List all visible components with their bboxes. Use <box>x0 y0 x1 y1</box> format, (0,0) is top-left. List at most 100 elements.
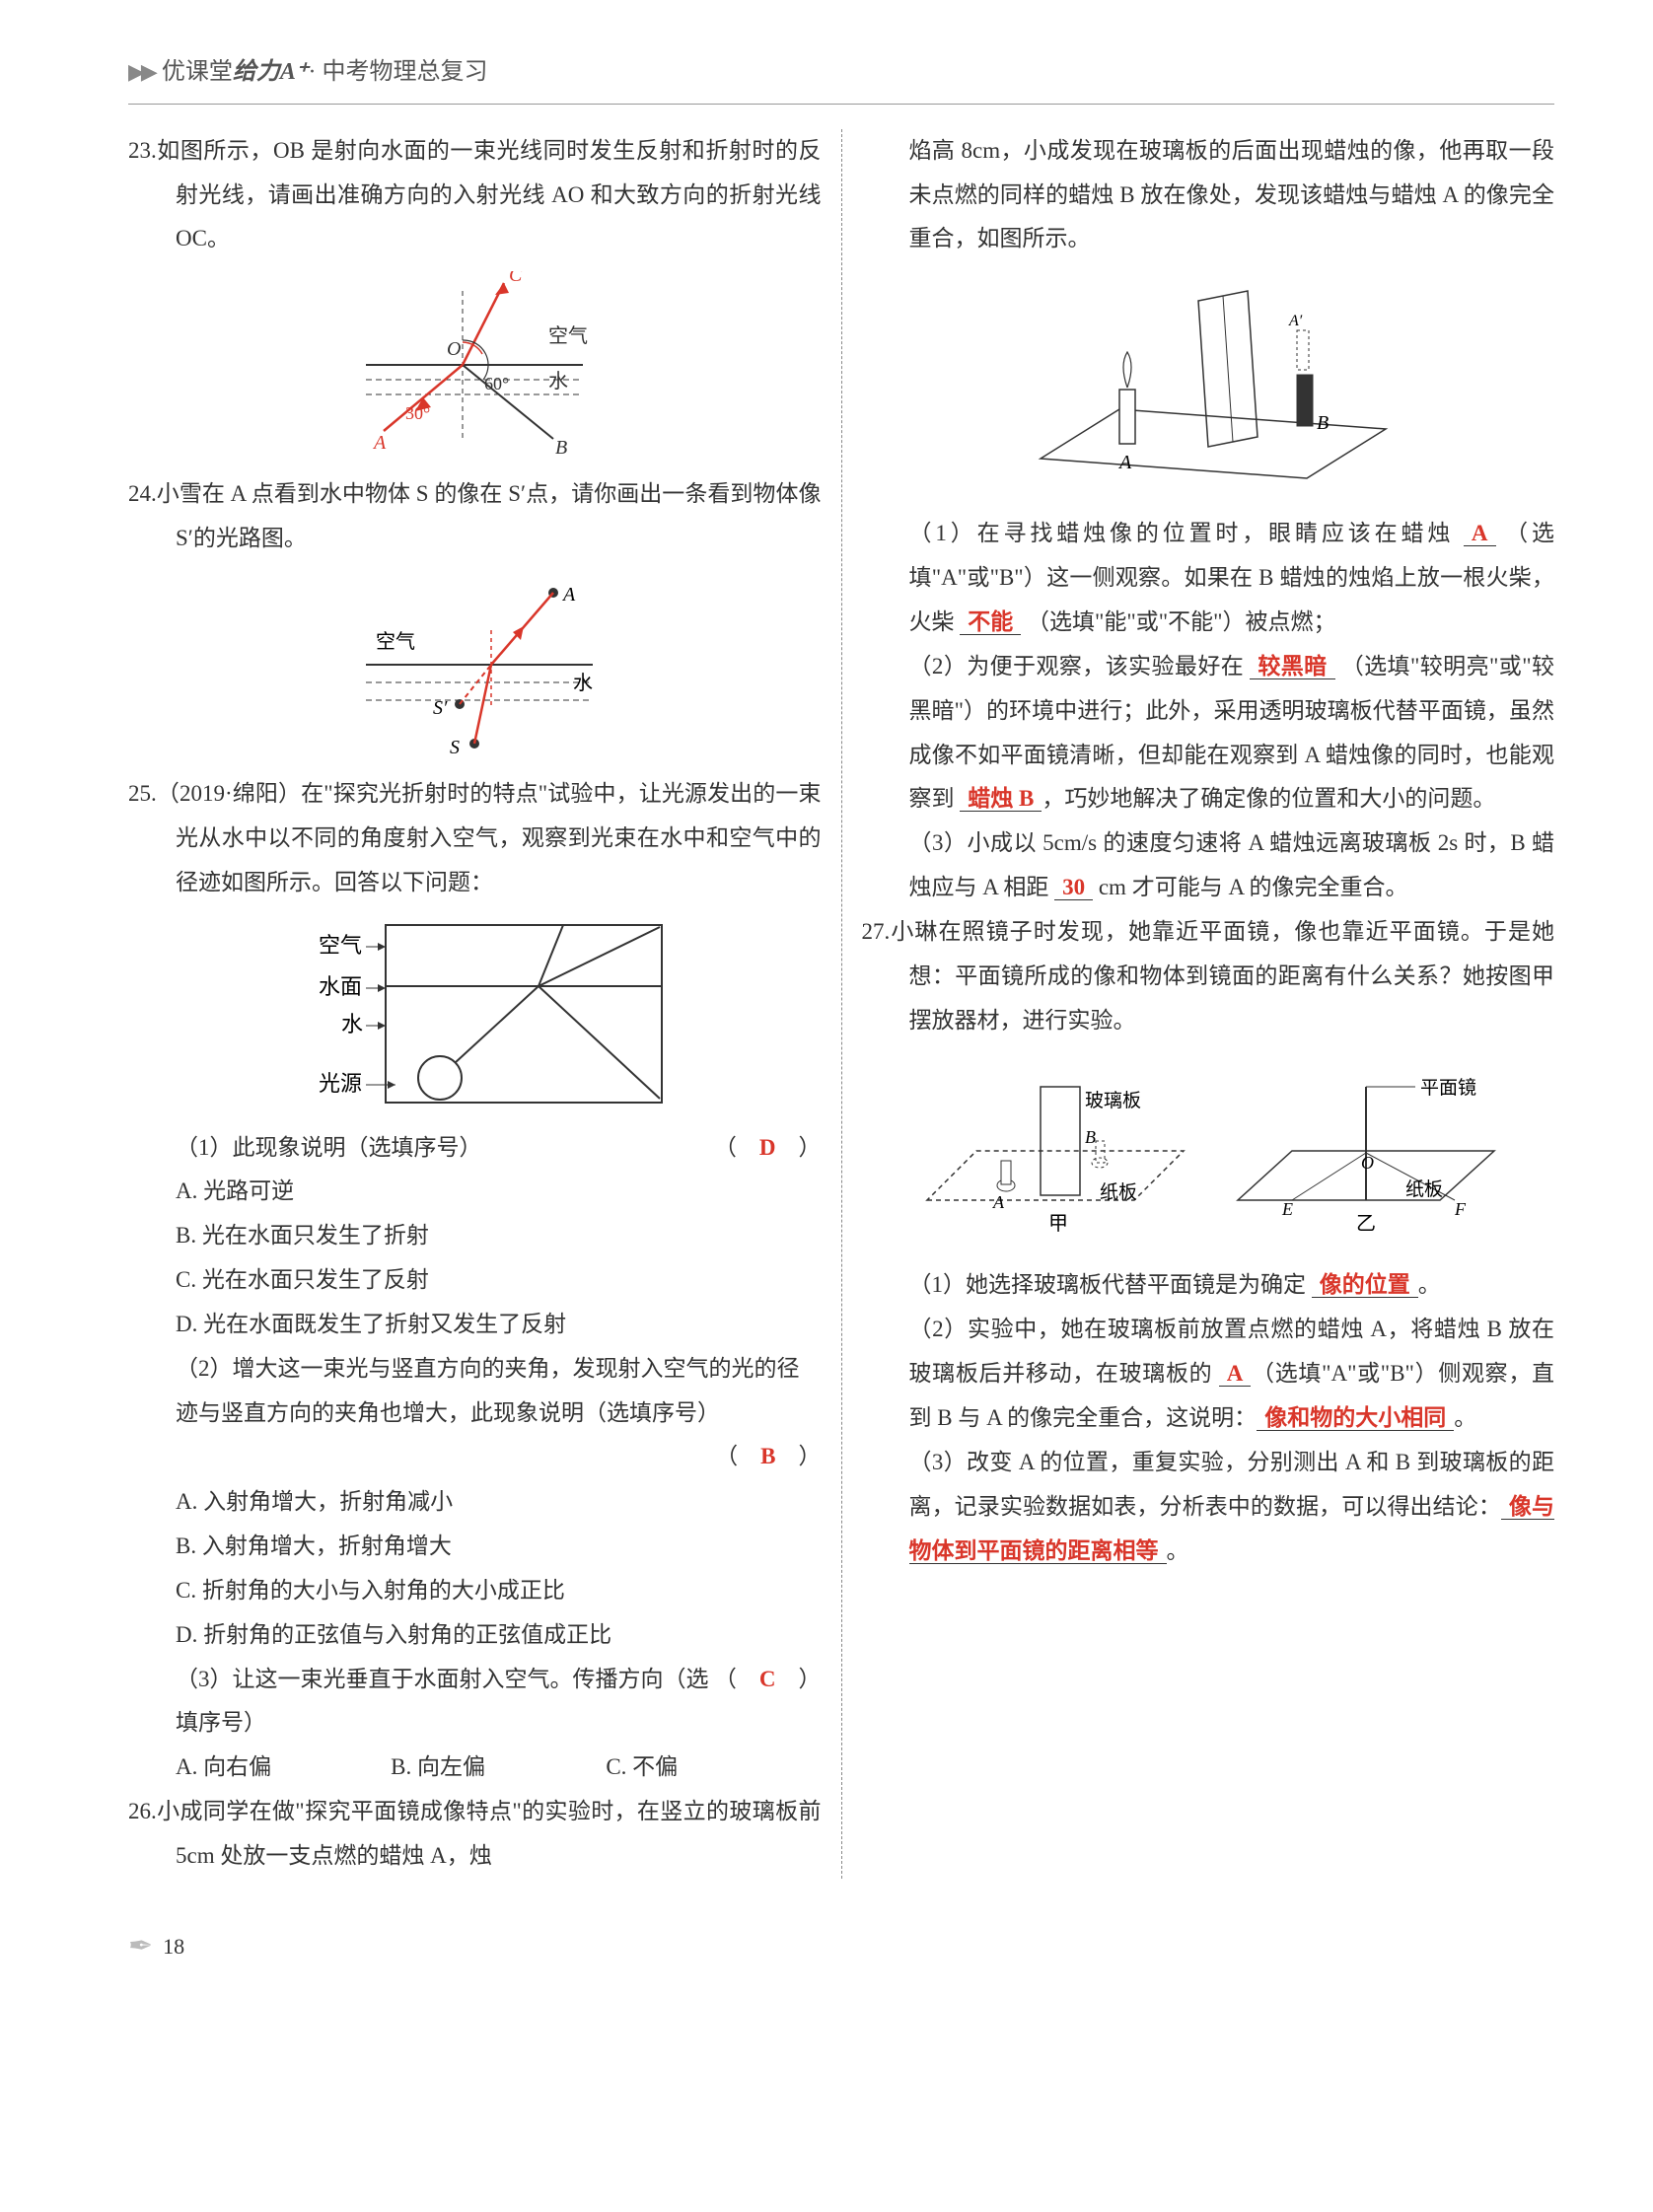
q27-p1b: 。 <box>1418 1272 1441 1297</box>
q26-p1c: （选填"能"或"不能"）被点燃； <box>1027 609 1336 634</box>
q24: 24.小雪在 A 点看到水中物体 S 的像在 S′点，请你画出一条看到物体像 S… <box>128 472 822 561</box>
q25-p3-paren: （ C ） <box>714 1658 822 1747</box>
q26-p1: （1）在寻找蜡烛像的位置时，眼睛应该在蜡烛 A （选填"A"或"B"）这一侧观察… <box>862 512 1555 645</box>
q24-num: 24. <box>128 481 157 506</box>
fig23-C: C <box>509 271 523 286</box>
q26-text: 小成同学在做"探究平面镜成像特点"的实验时，在竖立的玻璃板前 5cm 处放一支点… <box>157 1799 822 1868</box>
q25-p2-A: A. 入射角增大，折射角减小 <box>176 1480 822 1525</box>
svg-text:60°: 60° <box>484 374 509 393</box>
page-header: ▶▶ 优课堂给力A⁺· 中考物理总复习 <box>128 49 1554 105</box>
q26-p3: （3）小成以 5cm/s 的速度匀速将 A 蜡烛远离玻璃板 2s 时，B 蜡烛应… <box>862 821 1555 910</box>
q27-p1a: （1）她选择玻璃板代替平面镜是为确定 <box>909 1272 1312 1297</box>
right-column: 焰高 8cm，小成发现在玻璃板的后面出现蜡烛的像，他再取一段未点燃的同样的蜡烛 … <box>842 129 1555 1879</box>
svg-text:A: A <box>561 584 576 606</box>
svg-text:空气: 空气 <box>319 933 362 958</box>
svg-text:甲: 甲 <box>1048 1213 1068 1235</box>
q26-p2c: ，巧妙地解决了确定像的位置和大小的问题。 <box>1042 786 1495 811</box>
svg-text:S′: S′ <box>433 697 448 719</box>
q25-p2-options: A. 入射角增大，折射角减小 B. 入射角增大，折射角增大 C. 折射角的大小与… <box>128 1480 822 1657</box>
svg-text:水: 水 <box>573 672 593 694</box>
q25-p3-B: B. 向左偏 <box>391 1746 606 1790</box>
q27-p3a: （3）改变 A 的位置，重复实验，分别测出 A 和 B 到玻璃板的距离，记录实验… <box>909 1450 1555 1519</box>
svg-text:F: F <box>1454 1199 1467 1219</box>
q25-p3: （3）让这一束光垂直于水面射入空气。传播方向（选填序号） （ C ） <box>128 1658 822 1747</box>
q26-p3-ans: 30 <box>1054 875 1093 900</box>
q25-p3-ans: C <box>759 1667 776 1691</box>
q25-p1-D: D. 光在水面既发生了折射又发生了反射 <box>176 1303 822 1347</box>
svg-text:30°: 30° <box>405 403 430 423</box>
header-title: 优课堂给力A⁺· 中考物理总复习 <box>162 49 488 96</box>
q26: 26.小成同学在做"探究平面镜成像特点"的实验时，在竖立的玻璃板前 5cm 处放… <box>128 1790 822 1879</box>
series-text: 给力A⁺ <box>233 59 309 85</box>
q26-p1-ans2: 不能 <box>960 609 1021 635</box>
svg-text:O: O <box>447 338 461 360</box>
q25: 25.（2019·绵阳）在"探究光折射时的特点"试验中，让光源发出的一束光从水中… <box>128 772 822 905</box>
q25-p2: （2）增大这一束光与竖直方向的夹角，发现射入空气的光的径迹与竖直方向的夹角也增大… <box>128 1347 822 1436</box>
feather-icon: ✒ <box>128 1918 153 1976</box>
q25-p1-paren: （ D ） <box>714 1126 822 1171</box>
svg-text:纸板: 纸板 <box>1405 1178 1443 1200</box>
q23-num: 23. <box>128 138 157 163</box>
q27-num: 27. <box>862 919 891 944</box>
q27: 27.小琳在照镜子时发现，她靠近平面镜，像也靠近平面镜。于是她想：平面镜所成的像… <box>862 910 1555 1043</box>
svg-text:水: 水 <box>341 1012 363 1036</box>
q25-p2-D: D. 折射角的正弦值与入射角的正弦值成正比 <box>176 1613 822 1658</box>
q25-p2-B: B. 入射角增大，折射角增大 <box>176 1525 822 1569</box>
q27-p1-ans: 像的位置 <box>1312 1272 1418 1298</box>
svg-text:纸板: 纸板 <box>1100 1181 1137 1203</box>
svg-text:B: B <box>1085 1127 1096 1147</box>
q25-intro: （2019·绵阳）在"探究光折射时的特点"试验中，让光源发出的一束光从水中以不同… <box>157 781 822 894</box>
svg-text:光源: 光源 <box>319 1071 362 1096</box>
q26-cont-text: 焰高 8cm，小成发现在玻璃板的后面出现蜡烛的像，他再取一段未点燃的同样的蜡烛 … <box>909 138 1555 251</box>
page-columns: 23.如图所示，OB 是射向水面的一束光线同时发生反射和折射时的反射光线，请画出… <box>128 129 1554 1879</box>
q26-p2: （2）为便于观察，该实验最好在 较黑暗 （选填"较明亮"或"较黑暗"）的环境中进… <box>862 645 1555 821</box>
svg-text:S: S <box>450 737 460 758</box>
svg-text:A: A <box>1117 452 1132 473</box>
brand-text: 优课堂 <box>162 59 233 85</box>
svg-text:A′: A′ <box>1288 313 1303 329</box>
q25-p2-C: C. 折射角的大小与入射角的大小成正比 <box>176 1569 822 1613</box>
svg-text:E: E <box>1281 1199 1293 1219</box>
q27-p3: （3）改变 A 的位置，重复实验，分别测出 A 和 B 到玻璃板的距离，记录实验… <box>862 1441 1555 1574</box>
q27-p2c: 。 <box>1454 1405 1476 1430</box>
q24-figure: A 空气 水 S′ S <box>128 571 822 758</box>
q26-p2-ans: 较黑暗 <box>1250 654 1334 679</box>
svg-text:空气: 空气 <box>548 324 588 347</box>
q27-p2: （2）实验中，她在玻璃板前放置点燃的蜡烛 A，将蜡烛 B 放在玻璃板后并移动，在… <box>862 1308 1555 1441</box>
svg-text:玻璃板: 玻璃板 <box>1085 1090 1141 1111</box>
svg-text:B: B <box>1317 412 1329 434</box>
svg-text:空气: 空气 <box>376 630 415 653</box>
q25-p1-B: B. 光在水面只发生了折射 <box>176 1214 822 1258</box>
q26-cont: 焰高 8cm，小成发现在玻璃板的后面出现蜡烛的像，他再取一段未点燃的同样的蜡烛 … <box>862 129 1555 262</box>
q25-p1-C: C. 光在水面只发生了反射 <box>176 1258 822 1303</box>
subject-text: · 中考物理总复习 <box>309 59 488 85</box>
q25-p3-A: A. 向右偏 <box>176 1746 391 1790</box>
q27-intro: 小琳在照镜子时发现，她靠近平面镜，像也靠近平面镜。于是她想：平面镜所成的像和物体… <box>890 919 1554 1033</box>
left-column: 23.如图所示，OB 是射向水面的一束光线同时发生反射和折射时的反射光线，请画出… <box>128 129 842 1879</box>
svg-text:水面: 水面 <box>319 974 362 999</box>
svg-text:A: A <box>372 432 387 454</box>
q25-p1: （1）此现象说明（选填序号） （ D ） <box>128 1126 822 1171</box>
q26-p3b: cm 才可能与 A 的像完全重合。 <box>1093 875 1407 899</box>
q25-p2-ans: B <box>760 1444 775 1468</box>
q26-p1a: （1）在寻找蜡烛像的位置时，眼睛应该在蜡烛 <box>909 521 1464 545</box>
q23-text: 如图所示，OB 是射向水面的一束光线同时发生反射和折射时的反射光线，请画出准确方… <box>157 138 822 251</box>
svg-text:平面镜: 平面镜 <box>1420 1077 1476 1099</box>
q27-p1: （1）她选择玻璃板代替平面镜是为确定 像的位置。 <box>862 1263 1555 1308</box>
q26-num: 26. <box>128 1799 157 1823</box>
q27-figure: 玻璃板 A B 纸板 甲 平面镜 O E F 纸板 乙 <box>862 1052 1555 1249</box>
page-number: 18 <box>163 1926 184 1968</box>
q25-p1-stem: （1）此现象说明（选填序号） <box>176 1126 714 1171</box>
q27-p2-ans2: 像和物的大小相同 <box>1257 1405 1454 1431</box>
q26-p1-ans: A <box>1464 521 1496 546</box>
q25-p3-stem: （3）让这一束光垂直于水面射入空气。传播方向（选填序号） <box>176 1658 714 1747</box>
page-footer: ✒ 18 <box>128 1918 1554 1976</box>
header-arrows-icon: ▶▶ <box>128 51 154 94</box>
svg-text:A: A <box>992 1192 1005 1212</box>
svg-text:水: 水 <box>548 370 568 392</box>
q26-figure: A B A′ <box>862 271 1555 498</box>
q25-p2-stem: （2）增大这一束光与竖直方向的夹角，发现射入空气的光的径迹与竖直方向的夹角也增大… <box>176 1347 822 1436</box>
q25-figure: 空气 水面 水 光源 <box>128 915 822 1112</box>
q25-p3-C: C. 不偏 <box>606 1746 821 1790</box>
q24-text: 小雪在 A 点看到水中物体 S 的像在 S′点，请你画出一条看到物体像 S′的光… <box>157 481 822 550</box>
